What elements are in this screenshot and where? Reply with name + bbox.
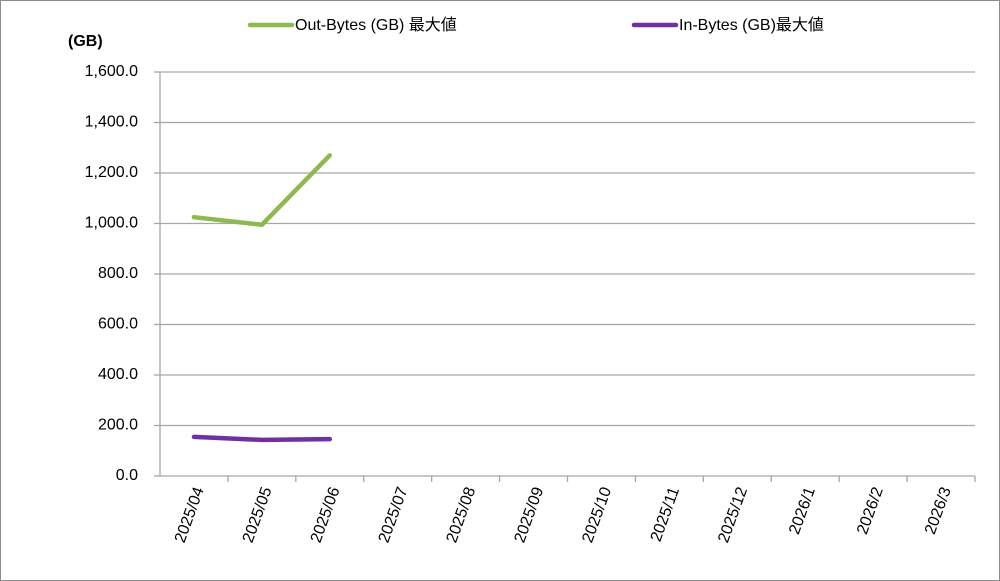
y-tick-label: 1,000.0 xyxy=(85,215,138,232)
y-tick-label: 1,200.0 xyxy=(85,164,138,181)
y-tick-label: 800.0 xyxy=(98,265,138,282)
y-tick-label: 600.0 xyxy=(98,316,138,333)
y-tick-label: 400.0 xyxy=(98,366,138,383)
y-tick-label: 200.0 xyxy=(98,417,138,434)
series-line xyxy=(191,434,333,443)
y-tick-label: 1,400.0 xyxy=(85,114,138,131)
legend-label: In-Bytes (GB)最大値 xyxy=(679,16,824,34)
legend-label: Out-Bytes (GB) 最大値 xyxy=(295,16,457,34)
y-tick-label: 0.0 xyxy=(116,467,138,484)
y-tick-label: 1,600.0 xyxy=(85,63,138,80)
series-line xyxy=(191,153,333,228)
y-axis-label: (GB) xyxy=(68,33,103,50)
